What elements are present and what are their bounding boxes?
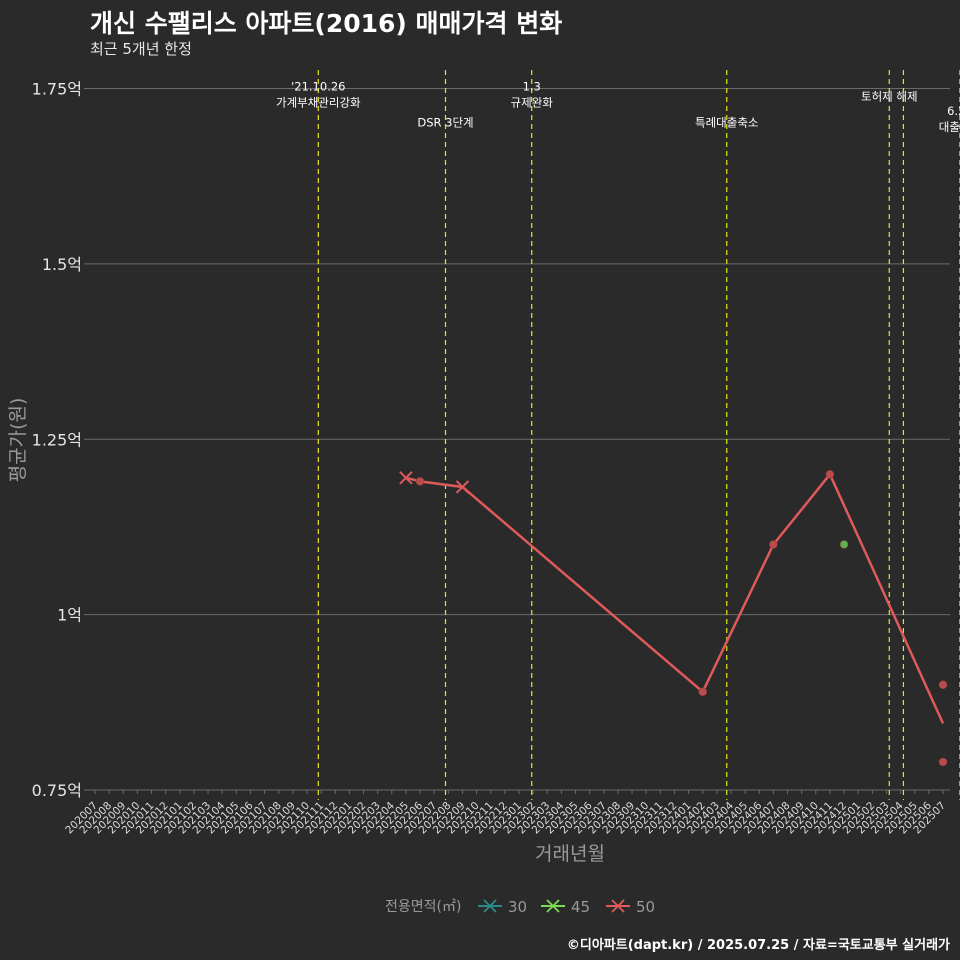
series-50-cross-marker bbox=[455, 480, 470, 494]
chart-subtitle: 최근 5개년 한정 bbox=[90, 40, 192, 58]
series-50-line bbox=[405, 473, 945, 724]
event-label: '21.10.26 bbox=[291, 80, 345, 94]
series-50-point bbox=[938, 757, 948, 767]
series-50-point bbox=[938, 680, 948, 690]
legend-key-cross-50 bbox=[611, 899, 625, 913]
source-caption: ©디아파트(dapt.kr) / 2025.07.25 / 자료=국토교통부 실… bbox=[566, 938, 950, 953]
legend-label-45: 45 bbox=[571, 898, 590, 916]
legend-key-cross-45 bbox=[546, 899, 560, 913]
event-label: 6.27 bbox=[947, 104, 960, 118]
y-axis-title: 평균가(원) bbox=[7, 398, 29, 483]
series-50-cross-marker bbox=[399, 471, 413, 485]
legend-label-30: 30 bbox=[508, 898, 527, 916]
event-label: 규제완화 bbox=[511, 96, 554, 110]
series-50-point bbox=[698, 687, 707, 697]
event-label: 1.3 bbox=[523, 80, 541, 94]
event-label: 대출규제 bbox=[939, 120, 960, 134]
event-label: DSR 3단계 bbox=[417, 115, 473, 129]
legend-label-50: 50 bbox=[636, 898, 655, 916]
y-tick-label: 1.75억 bbox=[32, 80, 82, 99]
series-50-point bbox=[415, 477, 425, 486]
y-tick-label: 1.5억 bbox=[42, 255, 82, 274]
y-tick-label: 1.25억 bbox=[32, 430, 82, 449]
event-label: 특례대출축소 bbox=[695, 115, 758, 129]
series-45-point bbox=[839, 540, 849, 549]
legend-key-cross-30 bbox=[483, 899, 497, 913]
event-label: 토허제 해제 bbox=[861, 89, 918, 103]
y-tick-label: 1억 bbox=[57, 606, 82, 625]
event-label: 가계부채관리강화 bbox=[276, 96, 361, 110]
series-50-point bbox=[769, 540, 778, 549]
y-tick-label: 0.75억 bbox=[32, 781, 82, 800]
x-axis-title: 거래년월 bbox=[535, 843, 605, 865]
legend-title: 전용면적(㎡) bbox=[385, 899, 461, 915]
series-50-point bbox=[825, 470, 835, 479]
chart-title: 개신 수팰리스 아파트(2016) 매매가격 변화 bbox=[90, 9, 563, 38]
